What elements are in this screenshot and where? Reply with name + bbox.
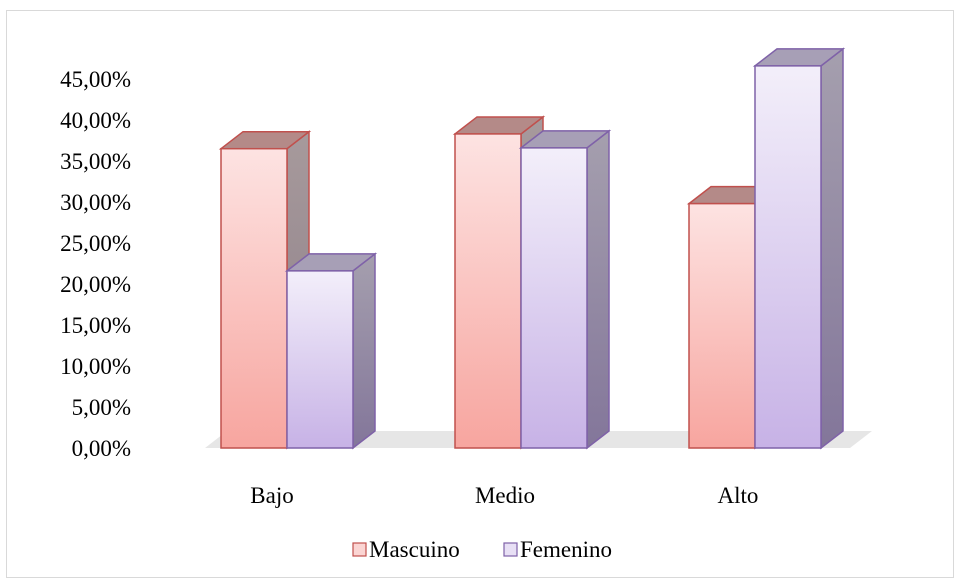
bar-front xyxy=(688,202,756,449)
legend-label-mascuino: Mascuino xyxy=(369,537,460,562)
legend-label-femenino: Femenino xyxy=(520,537,612,562)
bar-femenino-alto xyxy=(752,47,846,450)
y-tick-label: 15,00% xyxy=(60,313,131,338)
y-tick-label: 10,00% xyxy=(60,354,131,379)
x-axis-categories: Bajo Medio Alto xyxy=(250,483,758,508)
legend-swatch-femenino xyxy=(503,542,518,557)
bar-front xyxy=(454,133,522,449)
bar-side xyxy=(820,47,844,450)
bar-front xyxy=(754,65,822,449)
bar-front xyxy=(520,147,588,449)
bar-front xyxy=(220,147,288,449)
y-tick-label: 35,00% xyxy=(60,149,131,174)
x-category-label: Medio xyxy=(475,483,535,508)
y-tick-label: 0,00% xyxy=(72,436,131,461)
y-tick-label: 25,00% xyxy=(60,231,131,256)
bar-front xyxy=(286,270,354,449)
bar-femenino-bajo xyxy=(284,252,378,450)
legend: Mascuino Femenino xyxy=(352,537,612,562)
y-tick-label: 5,00% xyxy=(72,395,131,420)
legend-swatch-mascuino xyxy=(352,542,367,557)
y-axis-ticks: 0,00% 5,00% 10,00% 15,00% 20,00% 25,00% 30,00%… xyxy=(60,67,131,461)
bar-femenino-medio xyxy=(518,129,612,450)
bar-mascuino-medio xyxy=(452,115,546,450)
y-tick-label: 40,00% xyxy=(60,108,131,133)
x-category-label: Bajo xyxy=(250,483,293,508)
y-tick-label: 45,00% xyxy=(60,67,131,92)
bar-side xyxy=(352,252,376,450)
y-tick-label: 30,00% xyxy=(60,190,131,215)
bar-side xyxy=(586,129,610,450)
x-category-label: Alto xyxy=(718,483,759,508)
y-tick-label: 20,00% xyxy=(60,272,131,297)
bars xyxy=(218,47,846,450)
